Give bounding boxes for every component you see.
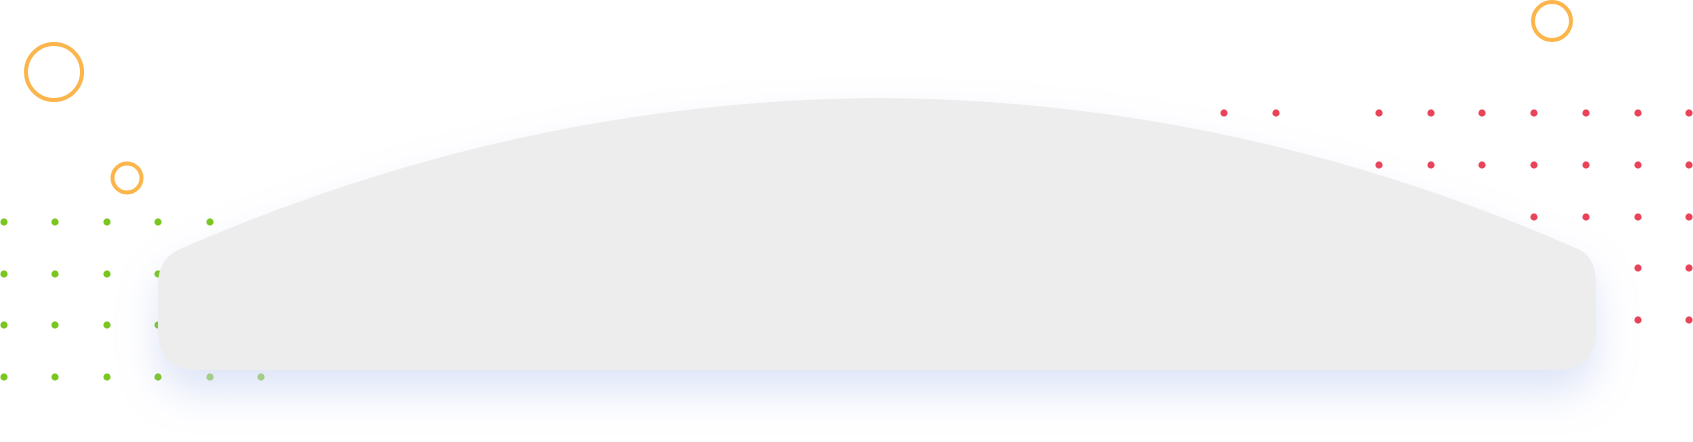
decorative-dot	[51, 270, 59, 278]
decorative-dot	[0, 321, 8, 329]
decorative-dot	[1685, 109, 1693, 117]
decorative-dot	[1427, 161, 1435, 169]
decorative-dot	[206, 218, 214, 226]
decorative-dot	[154, 218, 162, 226]
decorative-dot	[1582, 161, 1590, 169]
dot-grid-left	[0, 218, 265, 381]
decorative-dot	[1634, 109, 1642, 117]
decorative-dot	[51, 321, 59, 329]
decorative-dot	[103, 270, 111, 278]
decorative-dot	[1582, 213, 1590, 221]
decorative-dot	[51, 218, 59, 226]
decorative-dot	[1220, 109, 1228, 117]
decorative-dot	[103, 321, 111, 329]
dot-grid-right	[1220, 109, 1693, 324]
decorative-dot	[103, 373, 111, 381]
decorative-dot	[1375, 109, 1383, 117]
decorative-dot	[1634, 161, 1642, 169]
decorative-dot	[1685, 213, 1693, 221]
ring-large-icon	[24, 42, 84, 102]
decorative-dot	[1530, 109, 1538, 117]
decorative-dot	[257, 373, 265, 381]
decorative-dot	[1634, 316, 1642, 324]
decorative-dot	[0, 218, 8, 226]
decorative-dot	[1375, 161, 1383, 169]
decorative-dot	[154, 373, 162, 381]
decorative-dot	[1685, 161, 1693, 169]
decorative-dot	[1427, 109, 1435, 117]
decorative-dot	[0, 373, 8, 381]
decorative-dot	[1685, 264, 1693, 272]
decorative-dot	[1272, 109, 1280, 117]
decorative-dot	[1582, 109, 1590, 117]
hero-card	[158, 98, 1596, 370]
decorative-dot	[1478, 109, 1486, 117]
decorative-dot	[1685, 316, 1693, 324]
ring-small-icon	[110, 161, 144, 195]
decorative-dot	[103, 218, 111, 226]
decorative-dot	[1634, 213, 1642, 221]
decorative-dot	[206, 373, 214, 381]
decorative-dot	[0, 270, 8, 278]
ring-top-right-icon	[1531, 0, 1573, 42]
decorative-dot	[1634, 264, 1642, 272]
decorative-dot	[51, 373, 59, 381]
decorative-dot	[1478, 161, 1486, 169]
decorative-dot	[1530, 213, 1538, 221]
decorative-dot	[1530, 161, 1538, 169]
